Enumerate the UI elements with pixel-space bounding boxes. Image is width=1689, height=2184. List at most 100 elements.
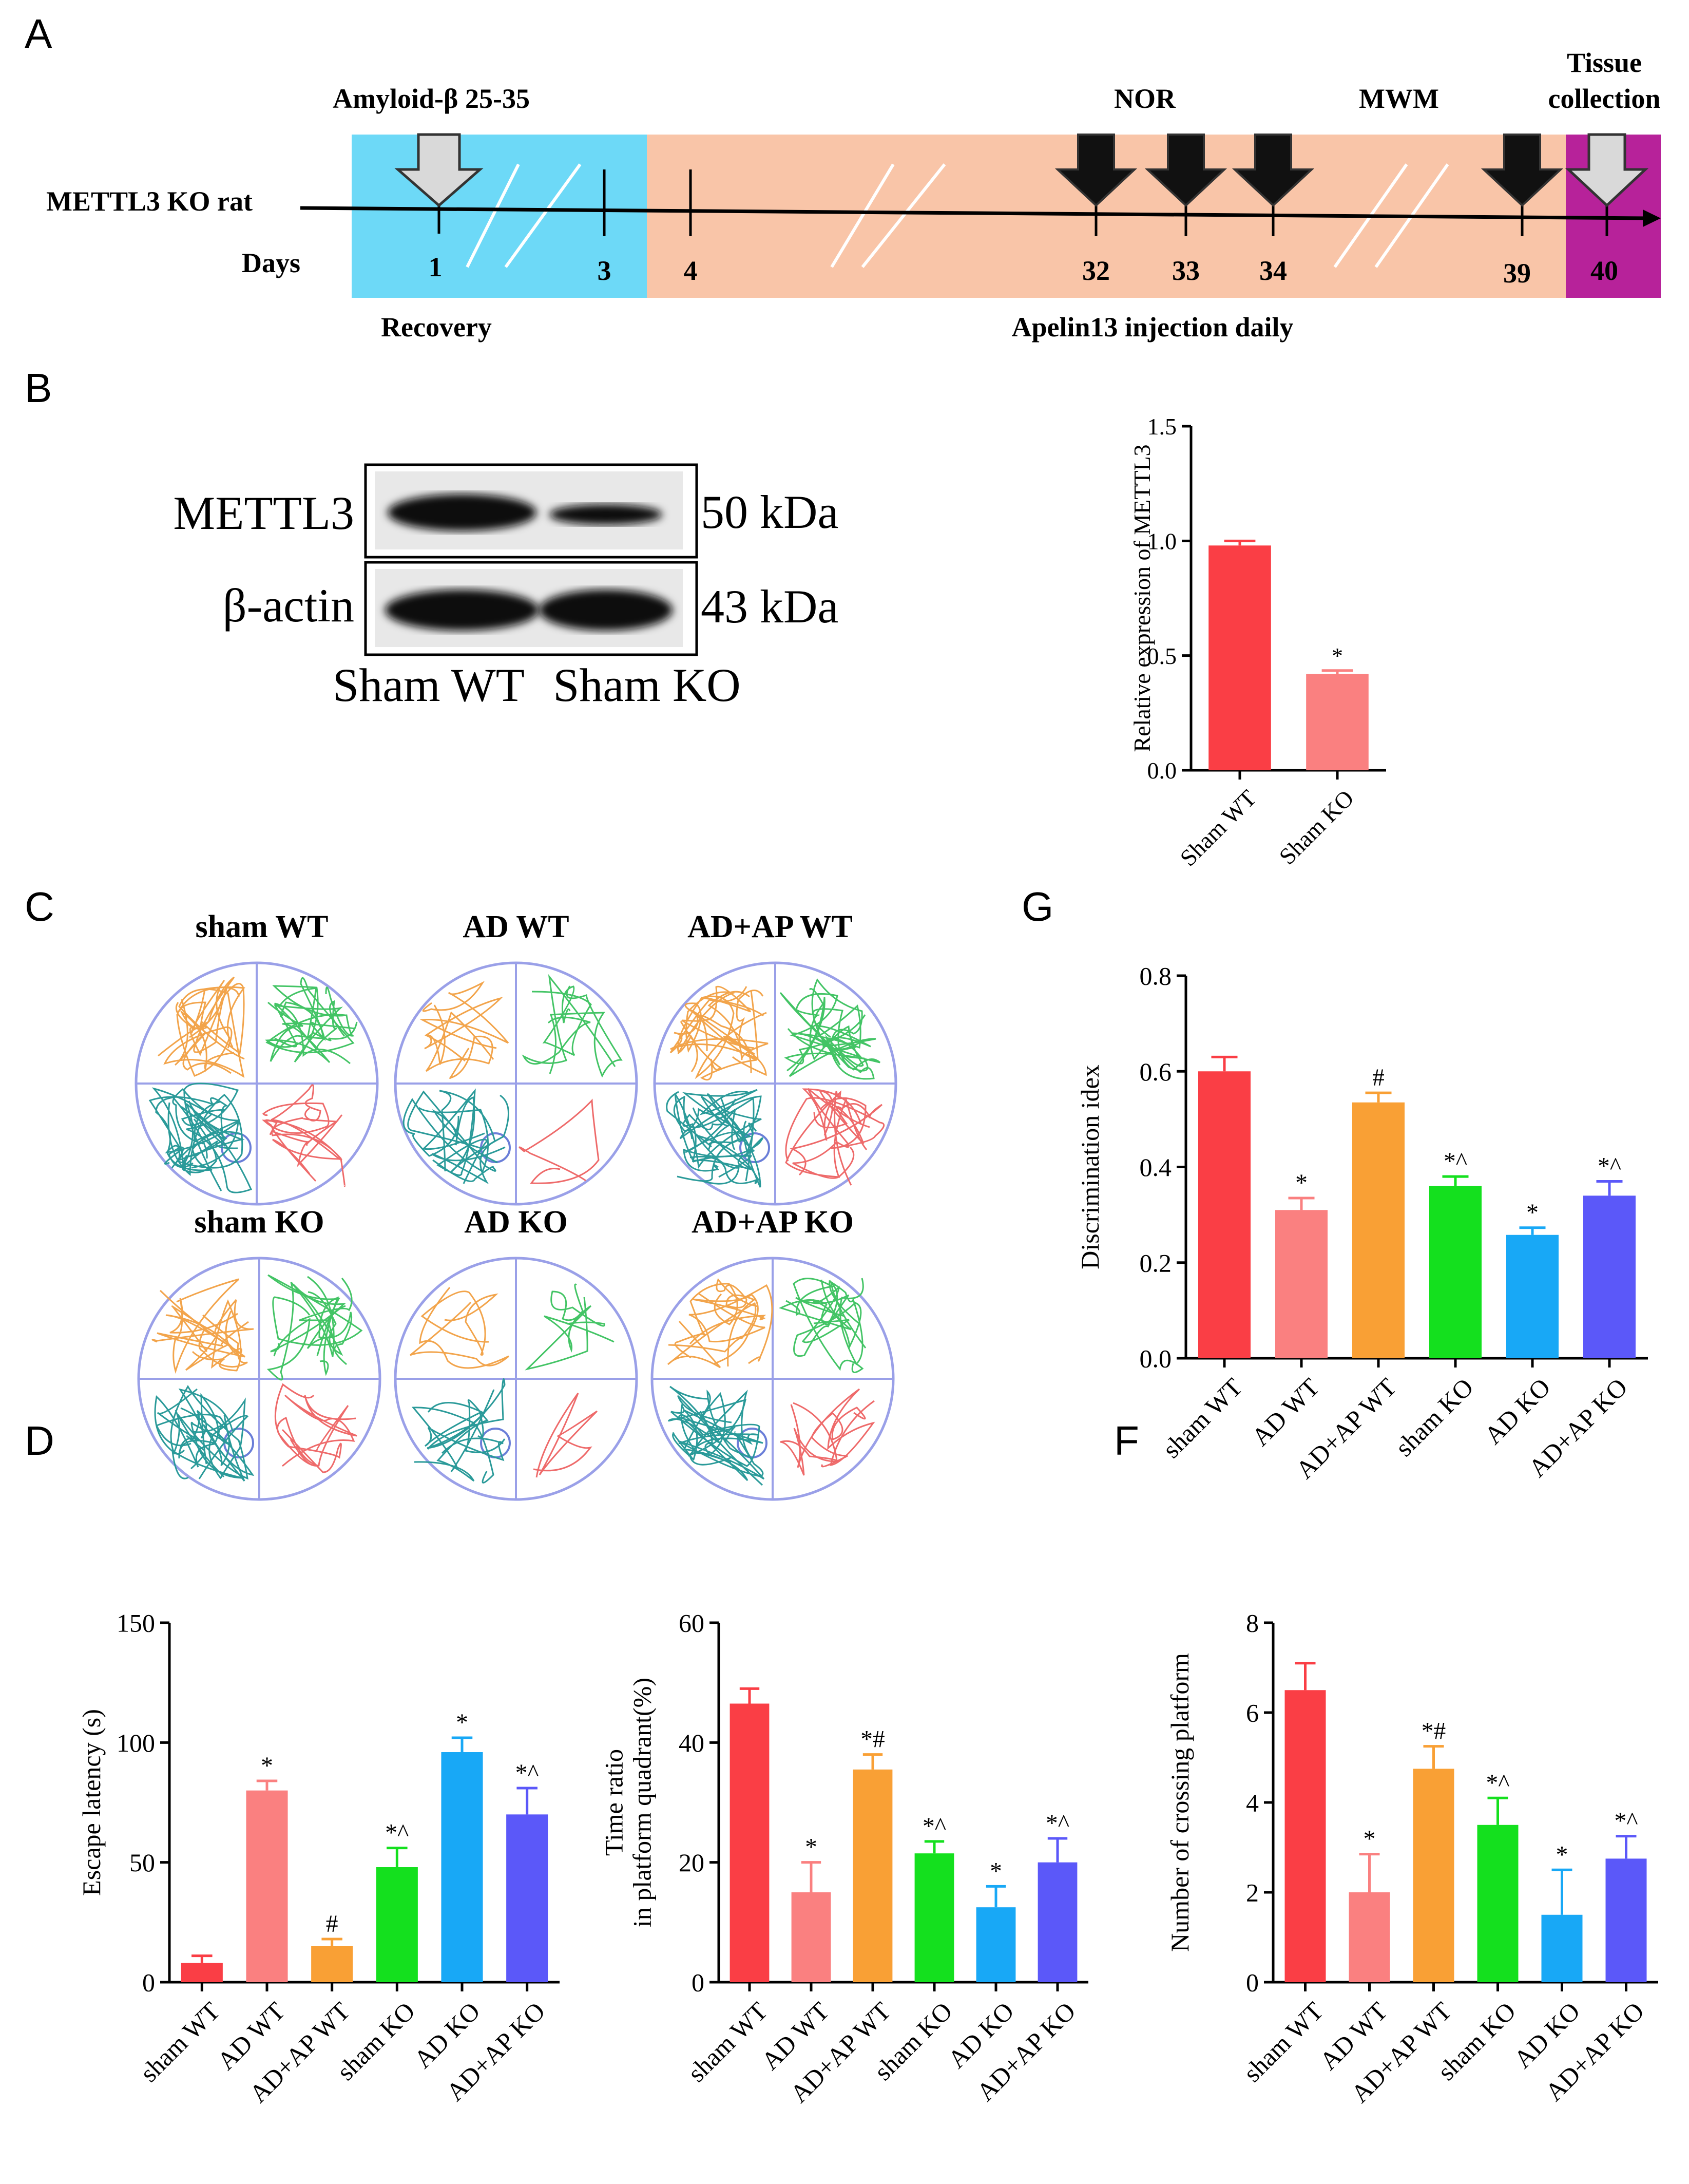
panel-label-a: A <box>25 11 52 56</box>
band-actin-wt <box>385 590 539 631</box>
y-axis-label: Relative expression of METTL3 <box>1129 444 1155 752</box>
swim-path <box>171 1305 248 1368</box>
swim-path <box>432 1094 509 1173</box>
size-label-50: 50 kDa <box>701 486 838 538</box>
size-label-43: 43 kDa <box>701 580 838 633</box>
swim-path <box>778 1279 867 1349</box>
swim-path <box>522 974 616 1067</box>
significance-label: * <box>1526 1200 1539 1226</box>
day-3: 3 <box>598 255 611 286</box>
band-mettl3-wt <box>388 494 536 531</box>
swim-path <box>829 1278 864 1365</box>
swim-path <box>267 1001 325 1062</box>
y-axis-label: Discrimination idex <box>1076 1065 1104 1269</box>
bar <box>1349 1892 1390 1982</box>
nor-arrow-icon-3 <box>1232 134 1315 207</box>
bar <box>376 1867 418 1982</box>
amyloid-arrow-icon <box>394 133 484 207</box>
swim-path <box>154 1393 219 1479</box>
y-tick-label: 0 <box>692 1968 704 1997</box>
significance-label: *^ <box>385 1820 409 1847</box>
recovery-period <box>352 135 647 298</box>
x-tick-label: sham WT <box>1157 1373 1247 1464</box>
bar <box>506 1814 548 1982</box>
swim-path <box>264 1021 358 1063</box>
significance-label: *^ <box>1598 1153 1621 1180</box>
swim-path <box>677 991 736 1054</box>
y-tick-label: 0.5 <box>1147 643 1177 669</box>
bar <box>914 1853 954 1982</box>
swim-path <box>811 978 863 1052</box>
significance-label: *^ <box>923 1813 946 1840</box>
y-tick-label: 60 <box>679 1609 704 1638</box>
day-40: 40 <box>1590 255 1618 286</box>
significance-label: *# <box>1422 1718 1446 1745</box>
swim-path <box>811 1407 866 1468</box>
swim-path <box>170 1385 248 1480</box>
significance-label: *# <box>860 1726 885 1753</box>
swim-path <box>177 986 245 1074</box>
bar <box>1413 1769 1454 1982</box>
swim-path <box>424 997 503 1065</box>
bar <box>1477 1825 1519 1982</box>
panel-label-d: D <box>25 1418 54 1464</box>
swim-path <box>274 987 343 1062</box>
panel-label-f: F <box>1114 1418 1139 1464</box>
swim-path <box>785 1278 864 1373</box>
nor-label: NOR <box>1114 83 1176 114</box>
y-tick-label: 0.4 <box>1140 1153 1172 1182</box>
mwm-label: MWM <box>1359 83 1439 114</box>
swim-path <box>274 1000 351 1065</box>
swim-path <box>668 1385 746 1464</box>
significance-label: # <box>326 1911 338 1938</box>
trajectory-plot <box>135 961 379 1206</box>
day-1: 1 <box>429 252 443 282</box>
swim-path <box>299 1278 353 1349</box>
lane-label-wt: Sham WT <box>333 659 525 711</box>
swim-path <box>674 1093 762 1178</box>
bar <box>976 1907 1016 1982</box>
bar <box>246 1790 288 1982</box>
significance-label: * <box>990 1858 1002 1885</box>
traj-label-sham-wt: sham WT <box>196 911 329 944</box>
bar <box>1352 1102 1405 1358</box>
band-mettl3-ko <box>549 504 662 525</box>
swim-path <box>148 1096 229 1165</box>
trajectory-plot <box>394 1257 638 1501</box>
swim-path <box>167 1093 243 1176</box>
swim-path <box>282 1394 357 1467</box>
swim-path <box>178 1388 234 1470</box>
swim-path <box>169 1278 240 1374</box>
x-tick-label: sham WT <box>135 1997 225 2087</box>
band-actin-ko <box>539 590 673 631</box>
bar <box>791 1892 831 1982</box>
western-blot: METTL3 β-actin 50 kDa 43 kDa Sham WT Sha… <box>173 463 838 711</box>
y-tick-label: 8 <box>1246 1609 1259 1638</box>
y-tick-label: 50 <box>129 1848 155 1877</box>
swim-path <box>549 985 623 1078</box>
swim-path <box>674 1283 738 1359</box>
significance-label: # <box>1372 1065 1385 1091</box>
significance-label: *^ <box>1444 1148 1467 1175</box>
y-axis-label-line2: in platform quadrant(%) <box>628 1678 657 1927</box>
bar <box>853 1769 893 1982</box>
swim-path <box>700 1095 761 1188</box>
swim-path <box>667 1302 757 1369</box>
significance-label: * <box>805 1834 817 1861</box>
swim-path <box>151 1087 226 1173</box>
platform-circle <box>739 1132 770 1163</box>
swim-path <box>688 1284 773 1364</box>
protein-label-actin: β-actin <box>223 579 354 632</box>
swim-path <box>159 1289 242 1372</box>
significance-label: *^ <box>1614 1808 1638 1835</box>
x-tick-label: AD WT <box>1246 1373 1325 1452</box>
timeline-axis <box>300 206 1651 220</box>
bar <box>441 1752 483 1982</box>
amyloid-label: Amyloid-β 25-35 <box>333 83 530 114</box>
swim-path <box>785 1097 885 1162</box>
bar <box>730 1703 770 1982</box>
